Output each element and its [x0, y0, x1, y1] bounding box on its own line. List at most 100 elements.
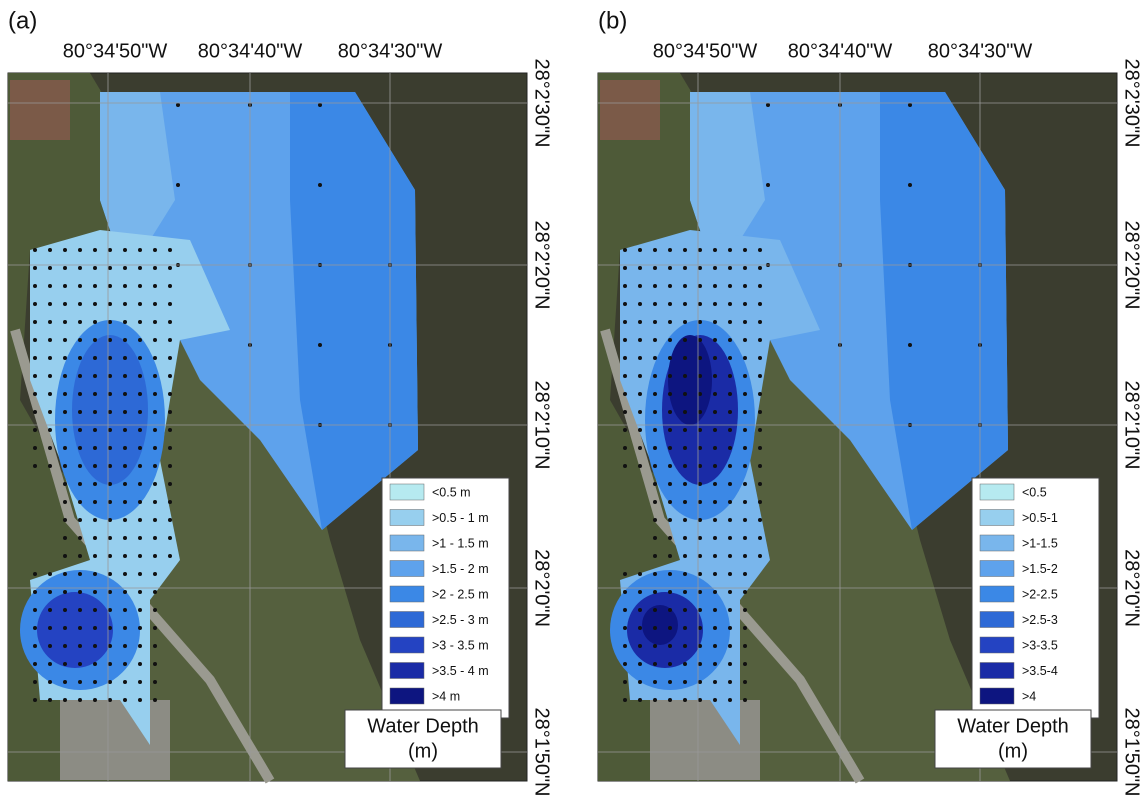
sample-point	[63, 464, 67, 468]
sample-point	[683, 446, 687, 450]
sample-point	[623, 428, 627, 432]
sample-point	[623, 662, 627, 666]
sample-point	[698, 626, 702, 630]
longitude-label: 80°34'40"W	[198, 40, 303, 62]
sample-point	[668, 302, 672, 306]
sample-point	[638, 320, 642, 324]
legend-swatch	[980, 510, 1014, 526]
sample-point	[743, 374, 747, 378]
sample-point	[623, 680, 627, 684]
legend-swatch	[390, 535, 424, 551]
sample-point	[138, 482, 142, 486]
sample-point	[653, 482, 657, 486]
sample-point	[63, 518, 67, 522]
sample-point	[698, 644, 702, 648]
sample-point	[766, 183, 770, 187]
sample-point	[683, 626, 687, 630]
sample-point	[78, 392, 82, 396]
sample-point	[123, 392, 127, 396]
sample-point	[728, 698, 732, 702]
longitude-label: 80°34'30"W	[338, 40, 443, 62]
sample-point	[743, 338, 747, 342]
sample-point	[758, 284, 762, 288]
sample-point	[668, 680, 672, 684]
sample-point	[138, 392, 142, 396]
sample-point	[138, 518, 142, 522]
sample-point	[108, 626, 112, 630]
sample-point	[638, 662, 642, 666]
sample-point	[176, 103, 180, 107]
sample-point	[743, 248, 747, 252]
sample-point	[713, 572, 717, 576]
sample-point	[108, 266, 112, 270]
legend-label: >1.5 - 2 m	[432, 562, 489, 576]
sample-point	[728, 338, 732, 342]
sample-point	[728, 518, 732, 522]
panel-label: (b)	[598, 7, 627, 34]
sample-point	[623, 320, 627, 324]
sample-point	[108, 500, 112, 504]
sample-point	[108, 482, 112, 486]
sample-point	[108, 356, 112, 360]
sample-point	[713, 446, 717, 450]
sample-point	[623, 374, 627, 378]
latitude-label: 28°2'0"N	[531, 549, 553, 627]
sample-point	[743, 680, 747, 684]
sample-point	[623, 464, 627, 468]
sample-point	[33, 410, 37, 414]
sample-point	[138, 266, 142, 270]
sample-point	[728, 680, 732, 684]
sample-point	[728, 356, 732, 360]
sample-point	[168, 500, 172, 504]
sample-point	[758, 428, 762, 432]
sample-point	[653, 392, 657, 396]
sample-point	[33, 590, 37, 594]
sample-point	[108, 554, 112, 558]
sample-point	[623, 248, 627, 252]
sample-point	[668, 374, 672, 378]
sample-point	[48, 284, 52, 288]
sample-point	[93, 356, 97, 360]
sample-point	[123, 248, 127, 252]
sample-point	[653, 608, 657, 612]
legend-label: <0.5	[1022, 485, 1047, 499]
sample-point	[33, 284, 37, 288]
sample-point	[713, 554, 717, 558]
sample-point	[668, 338, 672, 342]
sample-point	[78, 698, 82, 702]
sample-point	[78, 626, 82, 630]
sample-point	[668, 248, 672, 252]
sample-point	[638, 356, 642, 360]
sample-point	[33, 248, 37, 252]
sample-point	[153, 356, 157, 360]
sample-point	[743, 320, 747, 324]
sample-point	[623, 626, 627, 630]
sample-point	[93, 410, 97, 414]
sample-point	[63, 338, 67, 342]
sample-point	[123, 410, 127, 414]
sample-point	[33, 680, 37, 684]
sample-point	[743, 518, 747, 522]
sample-point	[683, 698, 687, 702]
sample-point	[318, 183, 322, 187]
sample-point	[108, 338, 112, 342]
legend-swatch	[980, 688, 1014, 704]
sample-point	[728, 392, 732, 396]
sample-point	[728, 266, 732, 270]
sample-point	[153, 464, 157, 468]
sample-point	[683, 536, 687, 540]
sample-point	[668, 392, 672, 396]
sample-point	[758, 320, 762, 324]
legend-title: (m)	[998, 740, 1028, 762]
sample-point	[33, 626, 37, 630]
sample-point	[123, 518, 127, 522]
sample-point	[168, 446, 172, 450]
sample-point	[168, 374, 172, 378]
sample-point	[168, 518, 172, 522]
sample-point	[728, 572, 732, 576]
legend-swatch	[390, 586, 424, 602]
sample-point	[683, 500, 687, 504]
legend-label: >3.5 - 4 m	[432, 664, 489, 678]
sample-point	[698, 338, 702, 342]
sample-point	[668, 698, 672, 702]
